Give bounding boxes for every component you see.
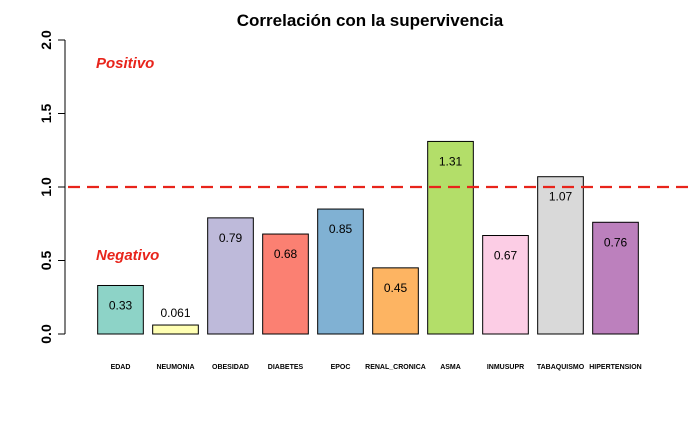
x-tick-label: HIPERTENSION	[589, 364, 642, 371]
x-tick-label: NEUMONIA	[156, 364, 194, 371]
value-label: 1.07	[549, 190, 573, 204]
value-label: 0.68	[274, 247, 298, 261]
value-label: 1.31	[439, 154, 463, 168]
x-tick-label: INMUSUPR	[487, 364, 524, 371]
bar-asma	[427, 140, 474, 335]
bar-renal-cronica	[372, 267, 419, 335]
x-tick-label: TABAQUISMO	[537, 364, 585, 371]
annotation-positive: Positivo	[96, 55, 154, 72]
value-label: 0.76	[604, 235, 628, 249]
value-label: 0.45	[384, 281, 408, 295]
value-label: 0.67	[494, 249, 518, 263]
y-tick-label: 2.0	[38, 30, 54, 50]
bar-epoc	[317, 208, 364, 335]
value-label: 0.79	[219, 231, 243, 245]
bar-tabaquismo	[537, 176, 584, 335]
bar-inmusupr	[482, 235, 529, 335]
bar-obesidad	[207, 217, 254, 335]
bar-hipertension	[592, 221, 639, 335]
x-tick-label: EDAD	[111, 364, 131, 371]
bar-edad	[97, 284, 144, 335]
value-label: 0.061	[160, 306, 190, 320]
value-label: 0.33	[109, 298, 133, 312]
y-tick-label: 0.5	[38, 251, 54, 271]
y-tick-label: 1.0	[38, 177, 54, 197]
annotation-negative: Negativo	[96, 247, 159, 264]
bar-diabetes	[262, 233, 309, 335]
chart-title: Correlación con la supervivencia	[237, 11, 504, 30]
x-axis: EDAD NEUMONIA OBESIDAD DIABETES EPOC RENAL_CR…	[111, 364, 642, 371]
bar-neumonia	[152, 324, 199, 335]
bars: 0.33 0.061 0.79 0.68 0.85 0.45 1.31 0.67 1.07 0.7…	[97, 140, 639, 335]
x-tick-label: ASMA	[440, 364, 461, 371]
x-tick-label: EPOC	[331, 364, 351, 371]
y-tick-label: 1.5	[38, 104, 54, 124]
x-tick-label: RENAL_CRONICA	[365, 364, 426, 371]
y-axis: 0.0 0.5 1.0 1.5 2.0	[38, 30, 66, 344]
x-tick-label: OBESIDAD	[212, 364, 249, 371]
y-tick-label: 0.0	[38, 324, 54, 344]
value-label: 0.85	[329, 222, 353, 236]
x-tick-label: DIABETES	[268, 364, 304, 371]
